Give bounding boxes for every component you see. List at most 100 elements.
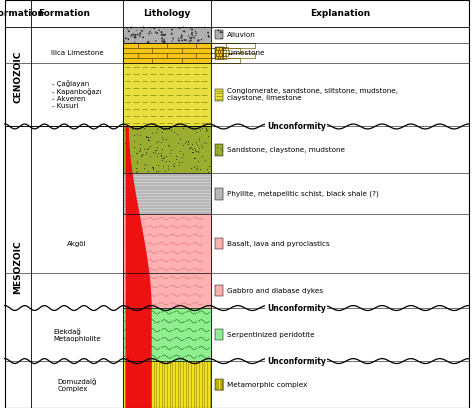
Point — [130, 144, 137, 150]
Point — [203, 140, 210, 146]
Point — [138, 151, 146, 157]
Point — [151, 25, 158, 31]
Point — [123, 26, 131, 32]
Point — [175, 37, 182, 44]
Point — [148, 30, 155, 37]
Point — [129, 31, 137, 38]
Point — [195, 37, 202, 44]
Point — [213, 150, 221, 157]
Text: Phyllite, metapelitic schist, black shale (?): Phyllite, metapelitic schist, black shal… — [227, 191, 379, 197]
Point — [204, 126, 211, 133]
Text: Elekdağ
Metaophiolite: Elekdağ Metaophiolite — [53, 328, 101, 341]
Point — [125, 36, 132, 42]
Point — [157, 151, 164, 158]
Point — [134, 160, 141, 166]
Point — [202, 125, 210, 131]
Point — [157, 153, 164, 160]
Point — [188, 125, 196, 131]
Bar — [123, 43, 138, 48]
Point — [181, 24, 189, 31]
Bar — [215, 285, 223, 296]
Point — [155, 167, 162, 174]
Point — [134, 31, 142, 38]
Point — [130, 137, 138, 144]
Point — [154, 150, 161, 157]
Point — [140, 164, 147, 171]
Point — [152, 29, 160, 35]
Bar — [215, 188, 223, 200]
Point — [218, 35, 225, 42]
Point — [168, 38, 176, 44]
Point — [192, 166, 200, 172]
Point — [176, 25, 183, 31]
Bar — [211, 58, 240, 63]
Point — [146, 134, 154, 140]
Bar — [182, 58, 211, 63]
Point — [162, 158, 169, 164]
Bar — [218, 50, 220, 53]
Point — [160, 37, 168, 43]
Point — [151, 149, 159, 156]
Point — [153, 129, 160, 135]
Point — [202, 126, 210, 132]
Point — [191, 35, 199, 41]
Point — [158, 29, 165, 35]
Point — [137, 27, 145, 33]
Text: Basalt, lava and pyroclastics: Basalt, lava and pyroclastics — [227, 241, 330, 247]
Point — [142, 162, 150, 169]
Point — [154, 30, 161, 36]
Point — [194, 38, 202, 44]
Point — [177, 33, 185, 40]
Point — [123, 161, 130, 167]
Point — [181, 37, 189, 43]
Bar — [123, 63, 211, 126]
Point — [132, 168, 140, 175]
Point — [179, 153, 186, 160]
Point — [132, 32, 139, 38]
Bar — [215, 30, 223, 39]
Bar — [123, 48, 153, 53]
Text: Limestone: Limestone — [227, 50, 264, 56]
Point — [145, 39, 152, 46]
Point — [173, 153, 180, 160]
Point — [152, 38, 160, 44]
Point — [169, 26, 177, 33]
Bar — [215, 50, 218, 53]
Point — [205, 33, 212, 40]
Bar — [216, 47, 219, 50]
Point — [190, 163, 198, 170]
Bar — [215, 53, 216, 56]
Point — [152, 168, 160, 174]
Text: Unconformity: Unconformity — [267, 122, 326, 131]
Point — [191, 154, 198, 161]
Point — [136, 147, 144, 153]
Point — [159, 126, 167, 133]
Point — [122, 127, 129, 134]
Point — [122, 35, 130, 42]
Point — [137, 153, 145, 160]
Point — [130, 144, 138, 150]
Point — [126, 168, 134, 175]
Bar — [215, 238, 223, 250]
Point — [160, 162, 167, 169]
Point — [157, 149, 164, 156]
Point — [170, 129, 177, 135]
Point — [158, 146, 165, 153]
Bar — [211, 53, 255, 58]
Point — [213, 143, 220, 150]
Point — [149, 149, 157, 155]
Point — [144, 133, 151, 140]
Point — [179, 28, 187, 34]
Bar — [223, 56, 226, 59]
Point — [161, 39, 168, 46]
Point — [133, 150, 141, 156]
Point — [137, 30, 144, 37]
Point — [170, 163, 178, 169]
Bar — [211, 53, 226, 58]
Point — [168, 31, 175, 37]
Point — [199, 144, 206, 151]
Point — [153, 152, 161, 159]
Bar — [215, 89, 223, 101]
Point — [121, 35, 129, 42]
Point — [205, 32, 212, 39]
